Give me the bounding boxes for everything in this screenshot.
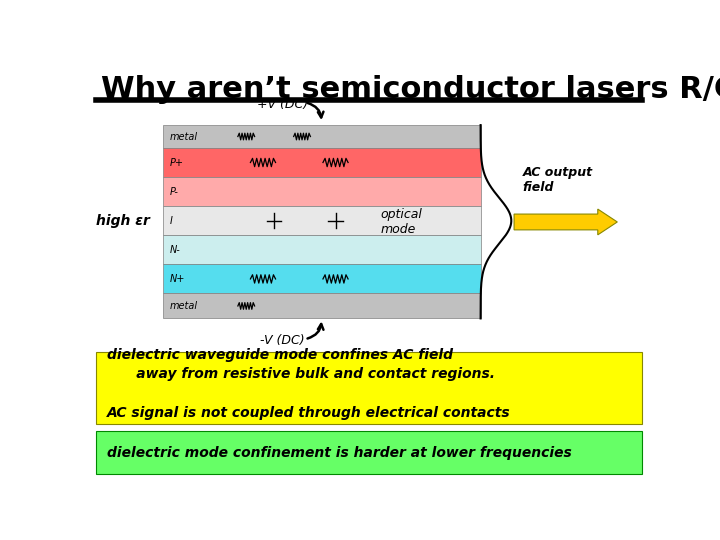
- Text: high εr: high εr: [96, 214, 150, 228]
- Text: N-: N-: [169, 245, 180, 255]
- Bar: [163, 177, 481, 206]
- Bar: [163, 293, 481, 319]
- Bar: [163, 148, 481, 177]
- Text: +V (DC): +V (DC): [258, 98, 309, 111]
- Text: metal: metal: [169, 132, 197, 141]
- Text: dielectric mode confinement is harder at lower frequencies: dielectric mode confinement is harder at…: [107, 446, 572, 460]
- Bar: [163, 206, 481, 235]
- Text: P+: P+: [169, 158, 183, 167]
- Bar: [96, 431, 642, 474]
- Text: N+: N+: [169, 274, 184, 284]
- Bar: [163, 125, 481, 148]
- Text: optical
mode: optical mode: [380, 208, 422, 236]
- Bar: [163, 235, 481, 265]
- Text: dielectric waveguide mode confines AC field
      away from resistive bulk and c: dielectric waveguide mode confines AC fi…: [107, 348, 510, 420]
- Text: AC output
field: AC output field: [523, 166, 593, 194]
- Bar: [163, 265, 481, 294]
- Text: P-: P-: [169, 187, 178, 197]
- Text: Why aren’t semiconductor lasers R/C/τ limited ?: Why aren’t semiconductor lasers R/C/τ li…: [101, 75, 720, 104]
- Text: I: I: [169, 215, 172, 226]
- Bar: [96, 352, 642, 424]
- Text: -V (DC): -V (DC): [260, 334, 305, 347]
- Text: metal: metal: [169, 301, 197, 311]
- FancyArrow shape: [514, 209, 617, 235]
